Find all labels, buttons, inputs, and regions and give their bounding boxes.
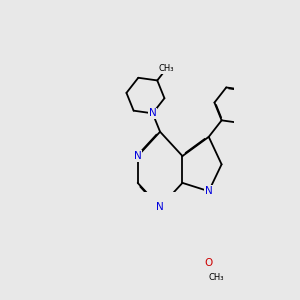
Text: N: N	[156, 202, 164, 212]
Text: N: N	[134, 151, 142, 161]
Text: N: N	[149, 108, 157, 118]
Text: CH₃: CH₃	[209, 273, 224, 282]
Text: CH₃: CH₃	[159, 64, 174, 73]
Text: O: O	[205, 258, 213, 268]
Text: N: N	[205, 186, 213, 196]
